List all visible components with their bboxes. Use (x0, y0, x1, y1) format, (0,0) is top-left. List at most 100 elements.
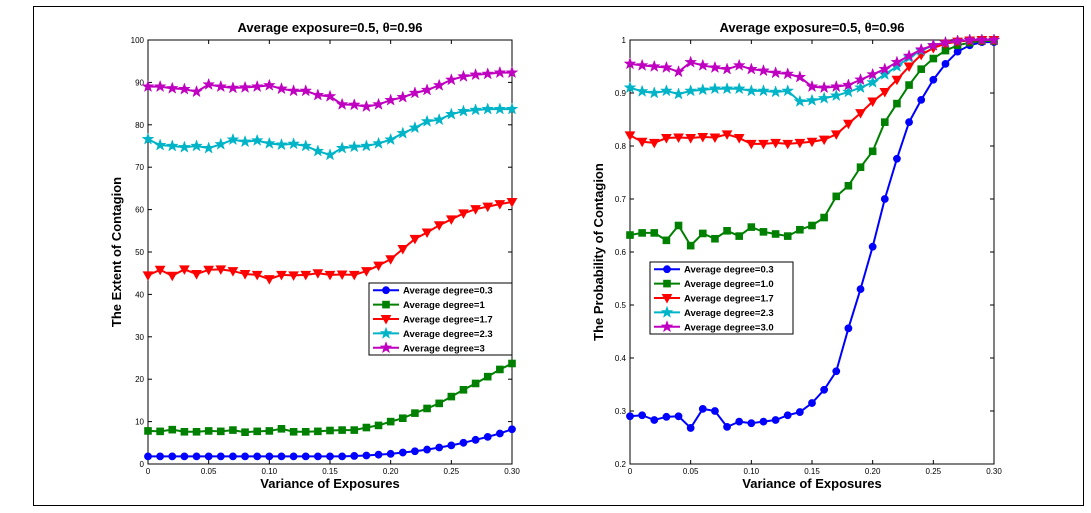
legend-marker (382, 286, 390, 295)
data-point (398, 448, 407, 457)
data-point (165, 81, 179, 94)
data-point (662, 236, 671, 245)
data-point (817, 80, 831, 94)
data-point (262, 136, 276, 149)
data-point (459, 438, 468, 447)
data-point (275, 137, 288, 151)
data-point (638, 411, 647, 420)
legend-label: Average degree=3 (403, 343, 485, 354)
data-point (684, 55, 698, 68)
data-point (229, 426, 237, 434)
data-point (733, 134, 745, 144)
chart-title: Average exposure=0.5, θ=0.96 (237, 20, 422, 35)
legend-label: Average degree=3.0 (684, 322, 774, 333)
data-point (311, 88, 325, 101)
data-point (335, 97, 349, 110)
data-point (265, 427, 274, 435)
data-point (177, 140, 191, 153)
data-point (672, 65, 685, 78)
data-point (781, 67, 795, 80)
data-point (661, 134, 672, 144)
y-tick-label: 50 (135, 248, 144, 257)
data-point (314, 427, 322, 436)
data-point (289, 452, 298, 461)
data-point (166, 271, 178, 282)
legend-marker (661, 294, 673, 304)
legend-label: Average degree=2.3 (684, 308, 774, 319)
data-point (445, 215, 457, 225)
data-point (662, 412, 671, 421)
data-point (808, 399, 816, 407)
data-point (626, 231, 634, 239)
data-point (250, 79, 264, 93)
data-point (771, 230, 780, 238)
data-point (818, 135, 830, 146)
data-point (168, 452, 177, 461)
data-point (759, 417, 768, 426)
y-tick-label: 0 (140, 460, 145, 469)
data-point (203, 265, 215, 276)
y-tick-label: 10 (135, 418, 144, 427)
data-point (301, 427, 310, 436)
data-point (805, 79, 819, 93)
data-point (674, 412, 683, 421)
data-point (179, 265, 190, 275)
data-point (350, 426, 359, 434)
data-point (493, 65, 507, 79)
data-point (905, 81, 913, 89)
data-point (423, 445, 431, 454)
plot-area (147, 39, 513, 465)
y-tick-label: 30 (135, 333, 144, 342)
data-point (411, 447, 419, 456)
data-point (458, 209, 469, 219)
data-point (647, 86, 661, 99)
data-point (469, 103, 483, 116)
data-point (384, 132, 398, 146)
data-point (699, 229, 707, 238)
data-point (396, 90, 410, 103)
x-tick-label: 0.30 (986, 467, 1002, 476)
data-point (277, 452, 286, 461)
data-point (202, 77, 216, 90)
data-point (481, 67, 495, 80)
data-point (720, 62, 734, 75)
data-point (769, 66, 783, 79)
data-point (433, 221, 445, 231)
data-point (202, 141, 216, 154)
data-point (868, 147, 877, 156)
data-point (214, 137, 228, 150)
data-point (867, 97, 879, 107)
data-point (483, 372, 492, 381)
data-point (659, 60, 673, 74)
x-tick-label: 0.20 (383, 467, 399, 476)
data-point (868, 242, 877, 251)
data-point (312, 269, 324, 279)
legend-marker (380, 315, 392, 325)
data-point (987, 33, 1001, 46)
y-tick-label: 80 (135, 121, 144, 130)
data-point (744, 84, 758, 97)
data-point (432, 78, 446, 91)
data-point (820, 385, 829, 394)
data-point (917, 65, 926, 73)
chart-1: Average exposure=0.5, θ=0.96 0 0.05 0.10 0.1… (109, 20, 520, 491)
legend-label: Average degree=1 (403, 300, 485, 311)
data-point (686, 424, 695, 432)
x-tick-label: 0.15 (322, 467, 338, 476)
data-point (880, 195, 889, 203)
data-point (323, 89, 337, 102)
data-point (648, 138, 660, 149)
data-point (769, 85, 783, 98)
legend-marker (663, 265, 671, 274)
data-point (362, 451, 371, 460)
data-point (435, 399, 443, 408)
data-point (444, 107, 458, 120)
data-point (903, 62, 915, 73)
data-point (891, 75, 903, 86)
data-point (508, 359, 516, 368)
data-point (374, 421, 383, 430)
data-point (854, 80, 867, 94)
data-point (893, 154, 901, 163)
y-tick-label: 70 (135, 163, 144, 172)
data-point (384, 93, 398, 106)
